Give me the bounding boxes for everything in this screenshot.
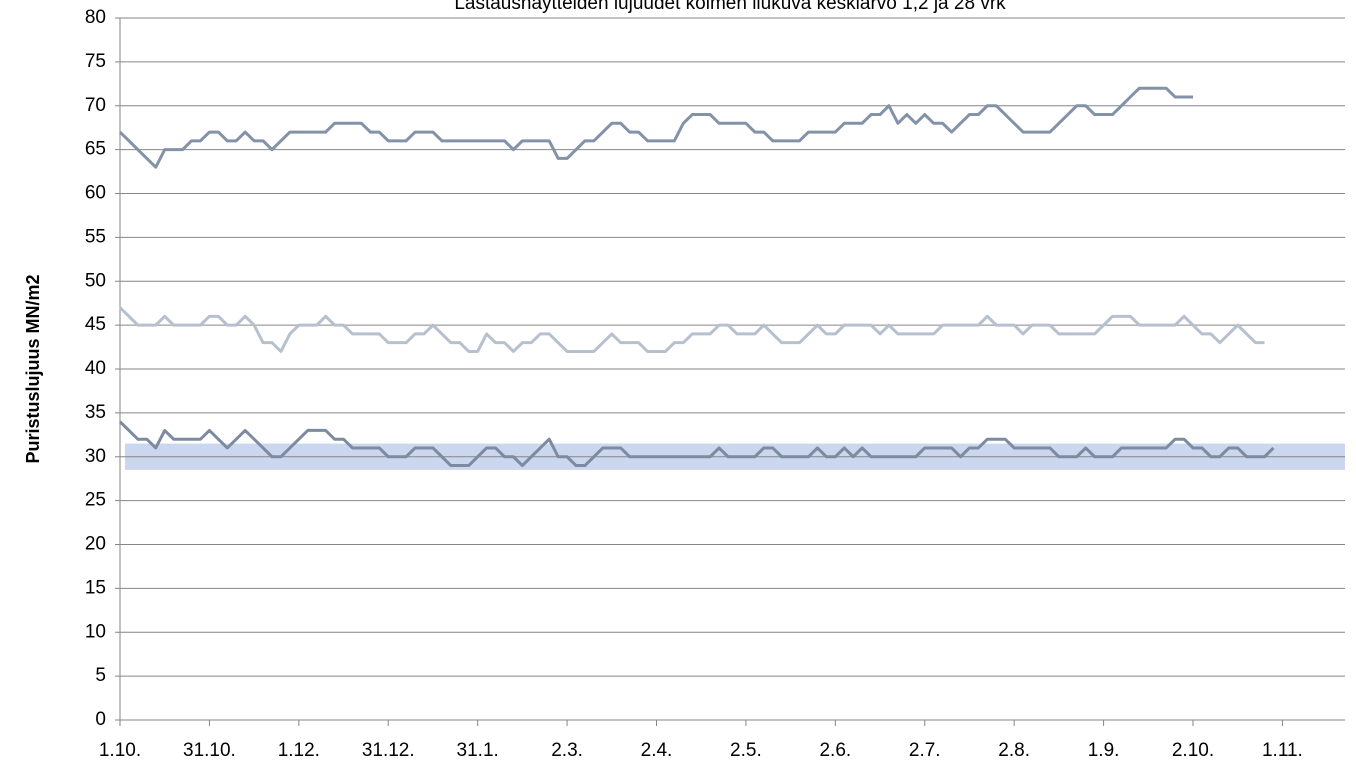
series-line: [118, 86, 1193, 169]
x-tick-label: 2.8.: [998, 740, 1030, 761]
y-tick-label: 50: [85, 270, 106, 291]
y-tick-label: 75: [85, 51, 106, 72]
x-tick-label: 2.6.: [819, 740, 851, 761]
x-tick-label: 2.5.: [730, 740, 762, 761]
x-tick-label: 1.11.: [1262, 740, 1303, 761]
y-axis-label: Puristuslujuus MN/m2: [23, 274, 43, 463]
x-tick-label: 1.12.: [278, 740, 320, 761]
y-tick-label: 80: [85, 7, 106, 28]
y-tick-label: 40: [85, 358, 106, 379]
y-tick-label: 45: [85, 314, 106, 335]
x-tick-label: 2.3.: [551, 740, 583, 761]
y-tick-label: 0: [95, 709, 106, 730]
y-tick-label: 35: [85, 402, 106, 423]
x-tick-label: 31.1.: [457, 740, 499, 761]
y-tick-label: 25: [85, 490, 106, 511]
x-tick-label: 1.10.: [99, 740, 141, 761]
series-line: [118, 420, 1275, 468]
y-tick-label: 55: [85, 226, 106, 247]
x-tick-label: 31.12.: [362, 740, 415, 761]
x-tick-label: 1.9.: [1088, 740, 1120, 761]
x-tick-label: 31.10.: [183, 740, 236, 761]
series-line: [118, 306, 1265, 353]
y-tick-label: 20: [85, 534, 106, 555]
y-tick-label: 60: [85, 183, 106, 204]
y-tick-label: 70: [85, 95, 106, 116]
x-tick-label: 2.7.: [909, 740, 941, 761]
x-tick-label: 2.10.: [1172, 740, 1214, 761]
y-tick-label: 15: [85, 577, 106, 598]
chart-title: Lastausnäytteiden lujuudet kolmen liukuv…: [454, 0, 1006, 14]
x-tick-label: 2.4.: [641, 740, 673, 761]
y-tick-label: 10: [85, 621, 106, 642]
y-tick-label: 65: [85, 139, 106, 160]
y-tick-label: 5: [95, 665, 106, 686]
y-tick-label: 30: [85, 446, 106, 467]
